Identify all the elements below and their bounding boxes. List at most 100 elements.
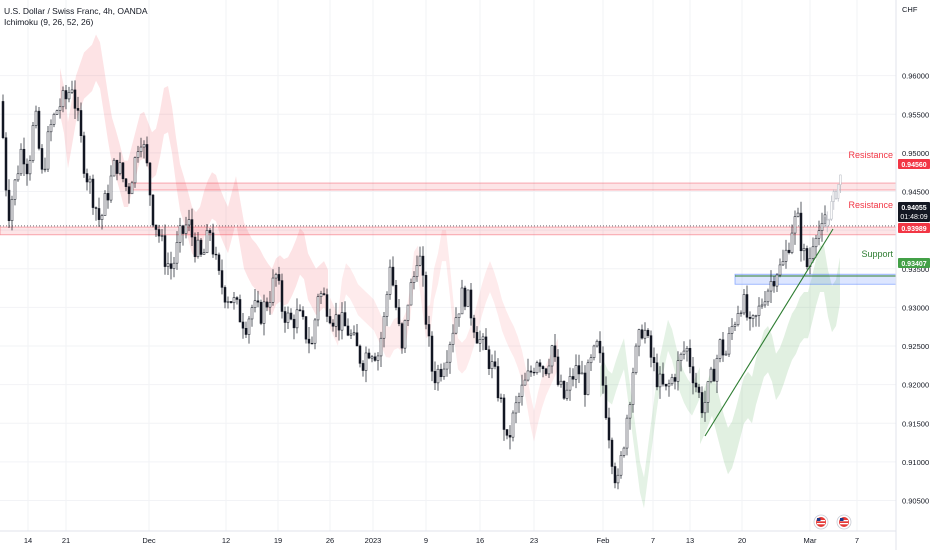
candle [727,327,731,358]
candle-body [190,219,194,238]
candle-body [337,314,341,331]
candle-body [415,265,419,277]
candle [178,217,182,253]
support-annotation: Support [861,249,893,259]
candle-body [25,163,29,175]
candle [7,179,11,229]
candle [700,386,704,418]
price-tick-label: 0.92000 [902,381,929,390]
candle [448,341,452,374]
candle [427,315,431,347]
price-tick-label: 0.95000 [902,149,929,158]
candle-body [40,148,44,170]
candle-body [358,345,362,364]
candle-body [121,162,125,180]
candle [577,354,581,383]
candle [682,341,686,360]
candle-body [550,345,554,367]
candle [493,350,497,370]
candle [340,302,344,340]
candle [484,328,488,350]
candle-body [130,182,134,195]
ichimoku-cloud [60,34,840,509]
candle-body [91,178,95,208]
candle-body [1,101,5,138]
candle [736,305,740,327]
candle-body [181,225,185,234]
candle-body [478,339,482,344]
candle [331,319,335,332]
price-label-resistance-high: 0.94560 [898,159,930,169]
candle [289,308,293,321]
candle [112,158,116,177]
candle-body [745,294,749,318]
candle-body [433,371,437,384]
candle [301,306,305,320]
candle [139,137,143,158]
candle-body [31,125,35,161]
time-tick-label: Mar [804,536,817,545]
candle-body [349,333,353,336]
candle-body [511,412,515,438]
candle-body [10,199,14,221]
candle [436,364,440,391]
candle-body [691,366,695,384]
candle [472,314,476,339]
candle [586,359,590,396]
candle [265,297,269,312]
candle-body [238,299,242,323]
candle [817,220,821,246]
candle [526,358,530,382]
candle-body [370,356,374,359]
candle [130,180,134,195]
candle-body [292,318,296,329]
candle [814,235,818,258]
candle-body [652,357,656,363]
us-flag-icon[interactable] [813,514,829,530]
resistance-annotation-1: Resistance [848,150,893,160]
candle [52,112,56,128]
candle-body [430,335,434,372]
candle-body [241,321,245,329]
candle-body [367,352,371,359]
time-tick-label: 7 [855,536,859,545]
candle-body [277,274,281,281]
candle-body [448,344,452,363]
candle-body [211,232,215,255]
candle [325,288,329,323]
candle-body [670,377,674,385]
candle-body [334,314,338,327]
indicator-title[interactable]: Ichimoku (9, 26, 52, 26) [4,17,94,27]
candle-body [154,224,158,230]
candle [337,314,341,341]
time-ticks: 14 21 Dec 12 19 26 2023 9 16 23 Feb 7 13 20 Mar 7 [24,536,859,545]
price-tick-label: 0.95500 [902,110,929,119]
candle-body [340,312,344,331]
candle [688,339,692,374]
resistance-zone-lower [0,226,897,236]
time-tick-label: 26 [326,536,334,545]
candle-body [814,237,818,248]
candle [487,345,491,375]
candle-body [580,372,584,375]
candle-body [487,349,491,369]
candle [199,238,203,257]
candle [511,410,515,442]
symbol-title[interactable]: U.S. Dollar / Swiss Franc, 4h, OANDA [4,6,148,16]
candle-body [280,280,284,312]
candle-body [355,332,359,347]
candle [388,259,392,300]
candle [766,288,770,306]
candle-body [640,329,644,339]
candle [430,331,434,382]
candle [553,333,557,362]
candle [283,306,287,333]
time-tick-label: 12 [222,536,230,545]
candle [247,316,251,344]
us-flag-icon[interactable] [836,514,852,530]
candle [280,273,284,319]
time-tick-label: 16 [476,536,484,545]
candle [166,252,170,275]
candle-body [466,289,470,307]
